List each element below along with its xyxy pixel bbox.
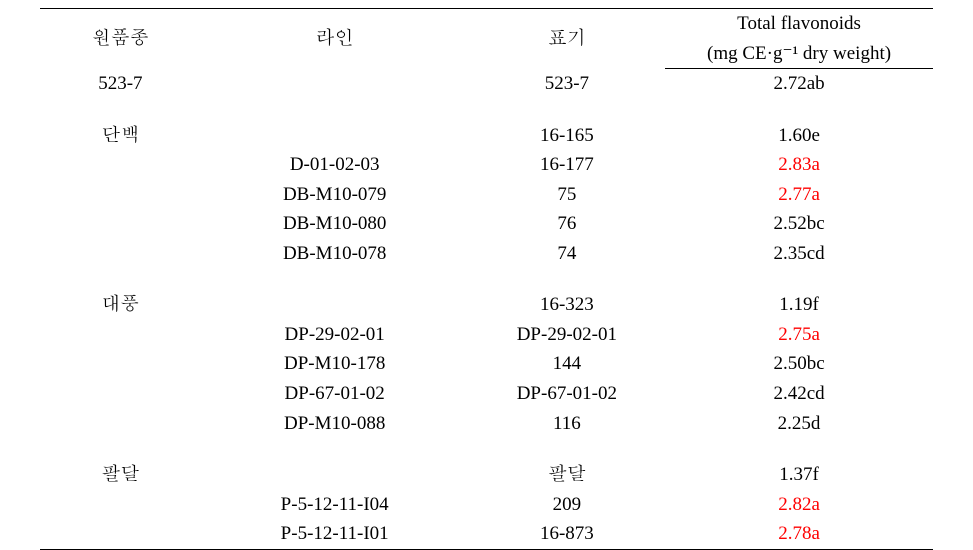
cell-value: 2.42cd (665, 379, 933, 409)
flavonoids-table: 원품종 라인 표기 Total flavonoids (mg CE·g⁻¹ dr… (40, 8, 933, 550)
cell-value: 2.82a (665, 490, 933, 520)
cell-line: P-5-12-11-I04 (201, 490, 469, 520)
cell-line (201, 69, 469, 99)
table-row: DP-29-02-01DP-29-02-012.75a (40, 320, 933, 350)
table-row: DB-M10-079752.77a (40, 180, 933, 210)
cell-cultivar (40, 519, 201, 549)
cell-value: 1.60e (665, 121, 933, 151)
cell-cultivar (40, 209, 201, 239)
cell-value: 2.77a (665, 180, 933, 210)
table-row: DP-M10-0881162.25d (40, 409, 933, 439)
cell-mark: DP-29-02-01 (469, 320, 665, 350)
cell-cultivar (40, 490, 201, 520)
cell-mark: DP-67-01-02 (469, 379, 665, 409)
cell-cultivar (40, 150, 201, 180)
cell-value: 2.52bc (665, 209, 933, 239)
cell-mark: 116 (469, 409, 665, 439)
table-row: D-01-02-0316-1772.83a (40, 150, 933, 180)
header-mark: 표기 (469, 9, 665, 69)
cell-cultivar (40, 379, 201, 409)
cell-cultivar: 대풍 (40, 290, 201, 320)
cell-mark: 16-165 (469, 121, 665, 151)
header-cultivar: 원품종 (40, 9, 201, 69)
cell-value: 2.25d (665, 409, 933, 439)
cell-line (201, 460, 469, 490)
cell-line: DP-M10-088 (201, 409, 469, 439)
cell-mark: 16-873 (469, 519, 665, 549)
table-row: DB-M10-080762.52bc (40, 209, 933, 239)
cell-line: DB-M10-080 (201, 209, 469, 239)
table-row: 단백 16-1651.60e (40, 121, 933, 151)
cell-line: DB-M10-078 (201, 239, 469, 269)
table-row: DP-67-01-02DP-67-01-022.42cd (40, 379, 933, 409)
cell-mark: 74 (469, 239, 665, 269)
table-header: 원품종 라인 표기 Total flavonoids (mg CE·g⁻¹ dr… (40, 9, 933, 69)
table-row: DP-M10-1781442.50bc (40, 349, 933, 379)
table-row: P-5-12-11-I042092.82a (40, 490, 933, 520)
cell-mark: 144 (469, 349, 665, 379)
cell-cultivar: 523-7 (40, 69, 201, 99)
cell-cultivar (40, 349, 201, 379)
cell-line: DP-M10-178 (201, 349, 469, 379)
cell-line: P-5-12-11-I01 (201, 519, 469, 549)
cell-line (201, 121, 469, 151)
cell-value: 2.75a (665, 320, 933, 350)
cell-mark: 523-7 (469, 69, 665, 99)
table-row: 대풍 16-3231.19f (40, 290, 933, 320)
cell-mark: 209 (469, 490, 665, 520)
cell-line (201, 290, 469, 320)
cell-cultivar: 단백 (40, 121, 201, 151)
cell-line: DP-67-01-02 (201, 379, 469, 409)
cell-line: D-01-02-03 (201, 150, 469, 180)
table-body: 523-7523-72.72ab단백16-1651.60eD-01-02-031… (40, 69, 933, 550)
spacer-row (40, 99, 933, 121)
header-total-flavonoids-unit: (mg CE·g⁻¹ dry weight) (665, 39, 933, 69)
table-row: DB-M10-078742.35cd (40, 239, 933, 269)
cell-value: 1.19f (665, 290, 933, 320)
cell-cultivar (40, 180, 201, 210)
cell-mark: 16-323 (469, 290, 665, 320)
cell-value: 2.35cd (665, 239, 933, 269)
spacer-row (40, 438, 933, 460)
cell-mark: 76 (469, 209, 665, 239)
cell-mark: 16-177 (469, 150, 665, 180)
cell-cultivar: 팔달 (40, 460, 201, 490)
cell-value: 2.83a (665, 150, 933, 180)
cell-value: 2.78a (665, 519, 933, 549)
cell-mark: 75 (469, 180, 665, 210)
cell-line: DB-M10-079 (201, 180, 469, 210)
spacer-row (40, 268, 933, 290)
cell-cultivar (40, 409, 201, 439)
cell-value: 2.50bc (665, 349, 933, 379)
table-row: 팔달팔달1.37f (40, 460, 933, 490)
cell-mark: 팔달 (469, 460, 665, 490)
cell-cultivar (40, 239, 201, 269)
header-line: 라인 (201, 9, 469, 69)
cell-line: DP-29-02-01 (201, 320, 469, 350)
cell-cultivar (40, 320, 201, 350)
header-total-flavonoids: Total flavonoids (665, 9, 933, 39)
table-row: P-5-12-11-I0116-8732.78a (40, 519, 933, 549)
table-row: 523-7523-72.72ab (40, 69, 933, 99)
cell-value: 2.72ab (665, 69, 933, 99)
cell-value: 1.37f (665, 460, 933, 490)
